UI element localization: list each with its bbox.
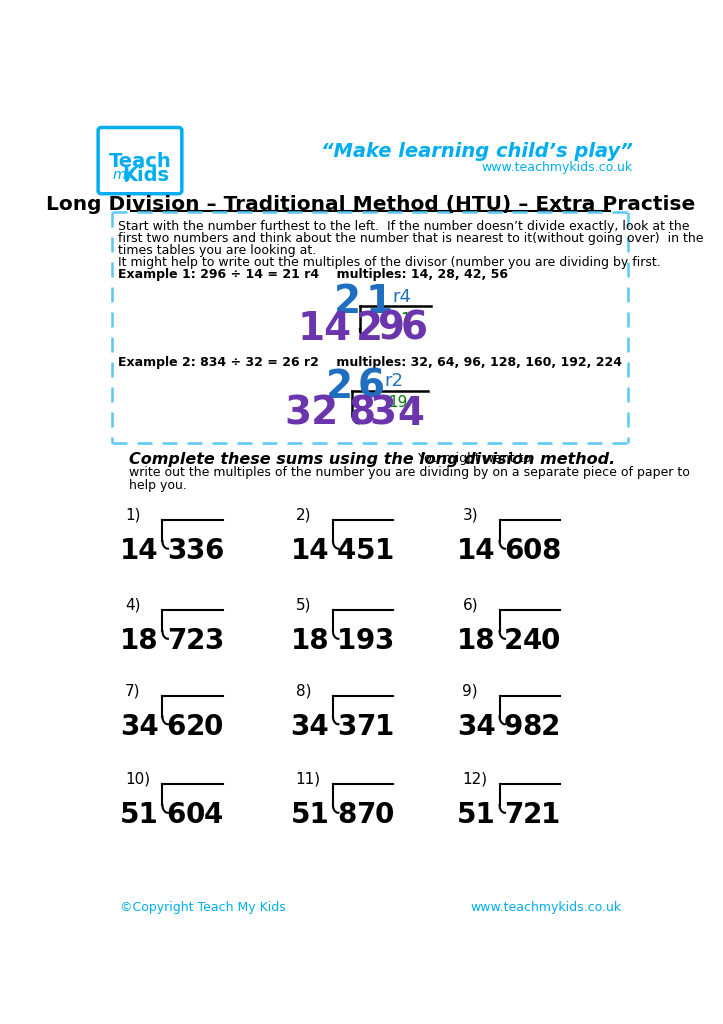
Text: 2: 2 xyxy=(185,628,205,655)
Text: 2: 2 xyxy=(356,310,383,348)
Text: Kids: Kids xyxy=(123,166,170,185)
Text: 2: 2 xyxy=(334,283,362,322)
Text: www.teachmykids.co.uk: www.teachmykids.co.uk xyxy=(470,900,621,913)
Text: r4: r4 xyxy=(393,288,411,305)
Text: 2: 2 xyxy=(504,628,523,655)
Text: 8: 8 xyxy=(541,538,560,565)
Text: 0: 0 xyxy=(375,801,394,829)
Text: 8: 8 xyxy=(523,713,542,740)
Text: www.teachmykids.co.uk: www.teachmykids.co.uk xyxy=(482,162,633,174)
Text: 0: 0 xyxy=(204,713,223,740)
Text: 6: 6 xyxy=(504,538,523,565)
Text: 34: 34 xyxy=(291,713,329,740)
Text: Complete these sums using the long division method.: Complete these sums using the long divis… xyxy=(129,453,615,467)
Text: 14: 14 xyxy=(120,538,158,565)
Text: 5): 5) xyxy=(296,598,311,613)
Text: 18: 18 xyxy=(120,628,158,655)
Text: 34: 34 xyxy=(120,713,158,740)
Text: “Make learning child’s play”: “Make learning child’s play” xyxy=(321,142,633,161)
Text: 3: 3 xyxy=(375,628,394,655)
FancyBboxPatch shape xyxy=(98,128,181,194)
Text: 8): 8) xyxy=(296,683,311,698)
Text: 0: 0 xyxy=(523,538,542,565)
Text: 4: 4 xyxy=(204,801,223,829)
Text: You might want to: You might want to xyxy=(410,453,531,466)
Text: 3): 3) xyxy=(463,508,478,523)
Text: Teach: Teach xyxy=(108,153,171,171)
Text: 12): 12) xyxy=(463,772,487,787)
Text: write out the multiples of the number you are dividing by on a separate piece of: write out the multiples of the number yo… xyxy=(129,466,690,478)
Text: 9): 9) xyxy=(463,683,478,698)
Text: 10): 10) xyxy=(125,772,150,787)
Text: 51: 51 xyxy=(291,801,329,829)
Text: 5: 5 xyxy=(356,538,375,565)
Text: 6: 6 xyxy=(357,368,385,406)
Text: 2: 2 xyxy=(523,801,542,829)
Text: 14: 14 xyxy=(297,310,351,348)
Text: 6): 6) xyxy=(463,598,478,613)
Text: 3: 3 xyxy=(185,538,205,565)
Text: Long Division – Traditional Method (HTU) – Extra Practise: Long Division – Traditional Method (HTU)… xyxy=(46,196,696,214)
Text: 0: 0 xyxy=(185,801,205,829)
Text: 51: 51 xyxy=(120,801,158,829)
Text: 6: 6 xyxy=(167,713,186,740)
Text: 34: 34 xyxy=(457,713,496,740)
Text: Example 2: 834 ÷ 32 = 26 r2    multiples: 32, 64, 96, 128, 160, 192, 224: Example 2: 834 ÷ 32 = 26 r2 multiples: 3… xyxy=(119,356,623,370)
Text: 4): 4) xyxy=(125,598,141,613)
Text: 3: 3 xyxy=(167,538,186,565)
Text: my: my xyxy=(112,168,134,181)
Text: 14: 14 xyxy=(457,538,496,565)
Text: 19: 19 xyxy=(388,394,408,410)
Text: times tables you are looking at.: times tables you are looking at. xyxy=(119,244,317,257)
Text: 32: 32 xyxy=(284,394,338,433)
Text: 7: 7 xyxy=(167,628,186,655)
Text: r2: r2 xyxy=(385,373,403,390)
Text: 3: 3 xyxy=(369,394,397,433)
Text: 18: 18 xyxy=(291,628,329,655)
Text: 11): 11) xyxy=(296,772,321,787)
Text: 3: 3 xyxy=(204,628,223,655)
Text: 4: 4 xyxy=(398,394,424,433)
Text: Example 1: 296 ÷ 14 = 21 r4    multiples: 14, 28, 42, 56: Example 1: 296 ÷ 14 = 21 r4 multiples: 1… xyxy=(119,267,508,281)
Text: 9: 9 xyxy=(377,310,405,348)
Text: 2: 2 xyxy=(326,368,354,406)
Text: 1: 1 xyxy=(400,310,411,329)
Text: 6: 6 xyxy=(204,538,223,565)
Text: 7: 7 xyxy=(356,801,375,829)
Text: 1: 1 xyxy=(365,283,393,322)
Text: 8: 8 xyxy=(348,394,375,433)
Text: 1: 1 xyxy=(375,538,394,565)
Text: 6: 6 xyxy=(167,801,186,829)
Text: 7: 7 xyxy=(504,801,523,829)
Text: 1: 1 xyxy=(337,628,356,655)
Text: 2): 2) xyxy=(296,508,311,523)
Text: 4: 4 xyxy=(337,538,356,565)
Text: Start with the number furthest to the left.  If the number doesn’t divide exactl: Start with the number furthest to the le… xyxy=(119,220,690,232)
Text: 8: 8 xyxy=(337,801,356,829)
Text: 7: 7 xyxy=(356,713,375,740)
Text: 18: 18 xyxy=(457,628,496,655)
Text: 6: 6 xyxy=(401,310,428,348)
Text: 14: 14 xyxy=(291,538,329,565)
Text: 1): 1) xyxy=(125,508,141,523)
Text: 2: 2 xyxy=(541,713,560,740)
Text: 3: 3 xyxy=(337,713,356,740)
Text: 1: 1 xyxy=(375,713,394,740)
Text: 0: 0 xyxy=(541,628,560,655)
Text: 4: 4 xyxy=(523,628,542,655)
Text: 51: 51 xyxy=(457,801,496,829)
Text: 1: 1 xyxy=(541,801,560,829)
Text: help you.: help you. xyxy=(129,478,187,492)
Text: 2: 2 xyxy=(185,713,205,740)
Text: 9: 9 xyxy=(356,628,375,655)
Text: 9: 9 xyxy=(504,713,523,740)
Text: ©Copyright Teach My Kids: ©Copyright Teach My Kids xyxy=(120,900,286,913)
Text: It might help to write out the multiples of the divisor (number you are dividing: It might help to write out the multiples… xyxy=(119,256,661,268)
Text: first two numbers and think about the number that is nearest to it(without going: first two numbers and think about the nu… xyxy=(119,231,703,245)
Text: 7): 7) xyxy=(125,683,141,698)
